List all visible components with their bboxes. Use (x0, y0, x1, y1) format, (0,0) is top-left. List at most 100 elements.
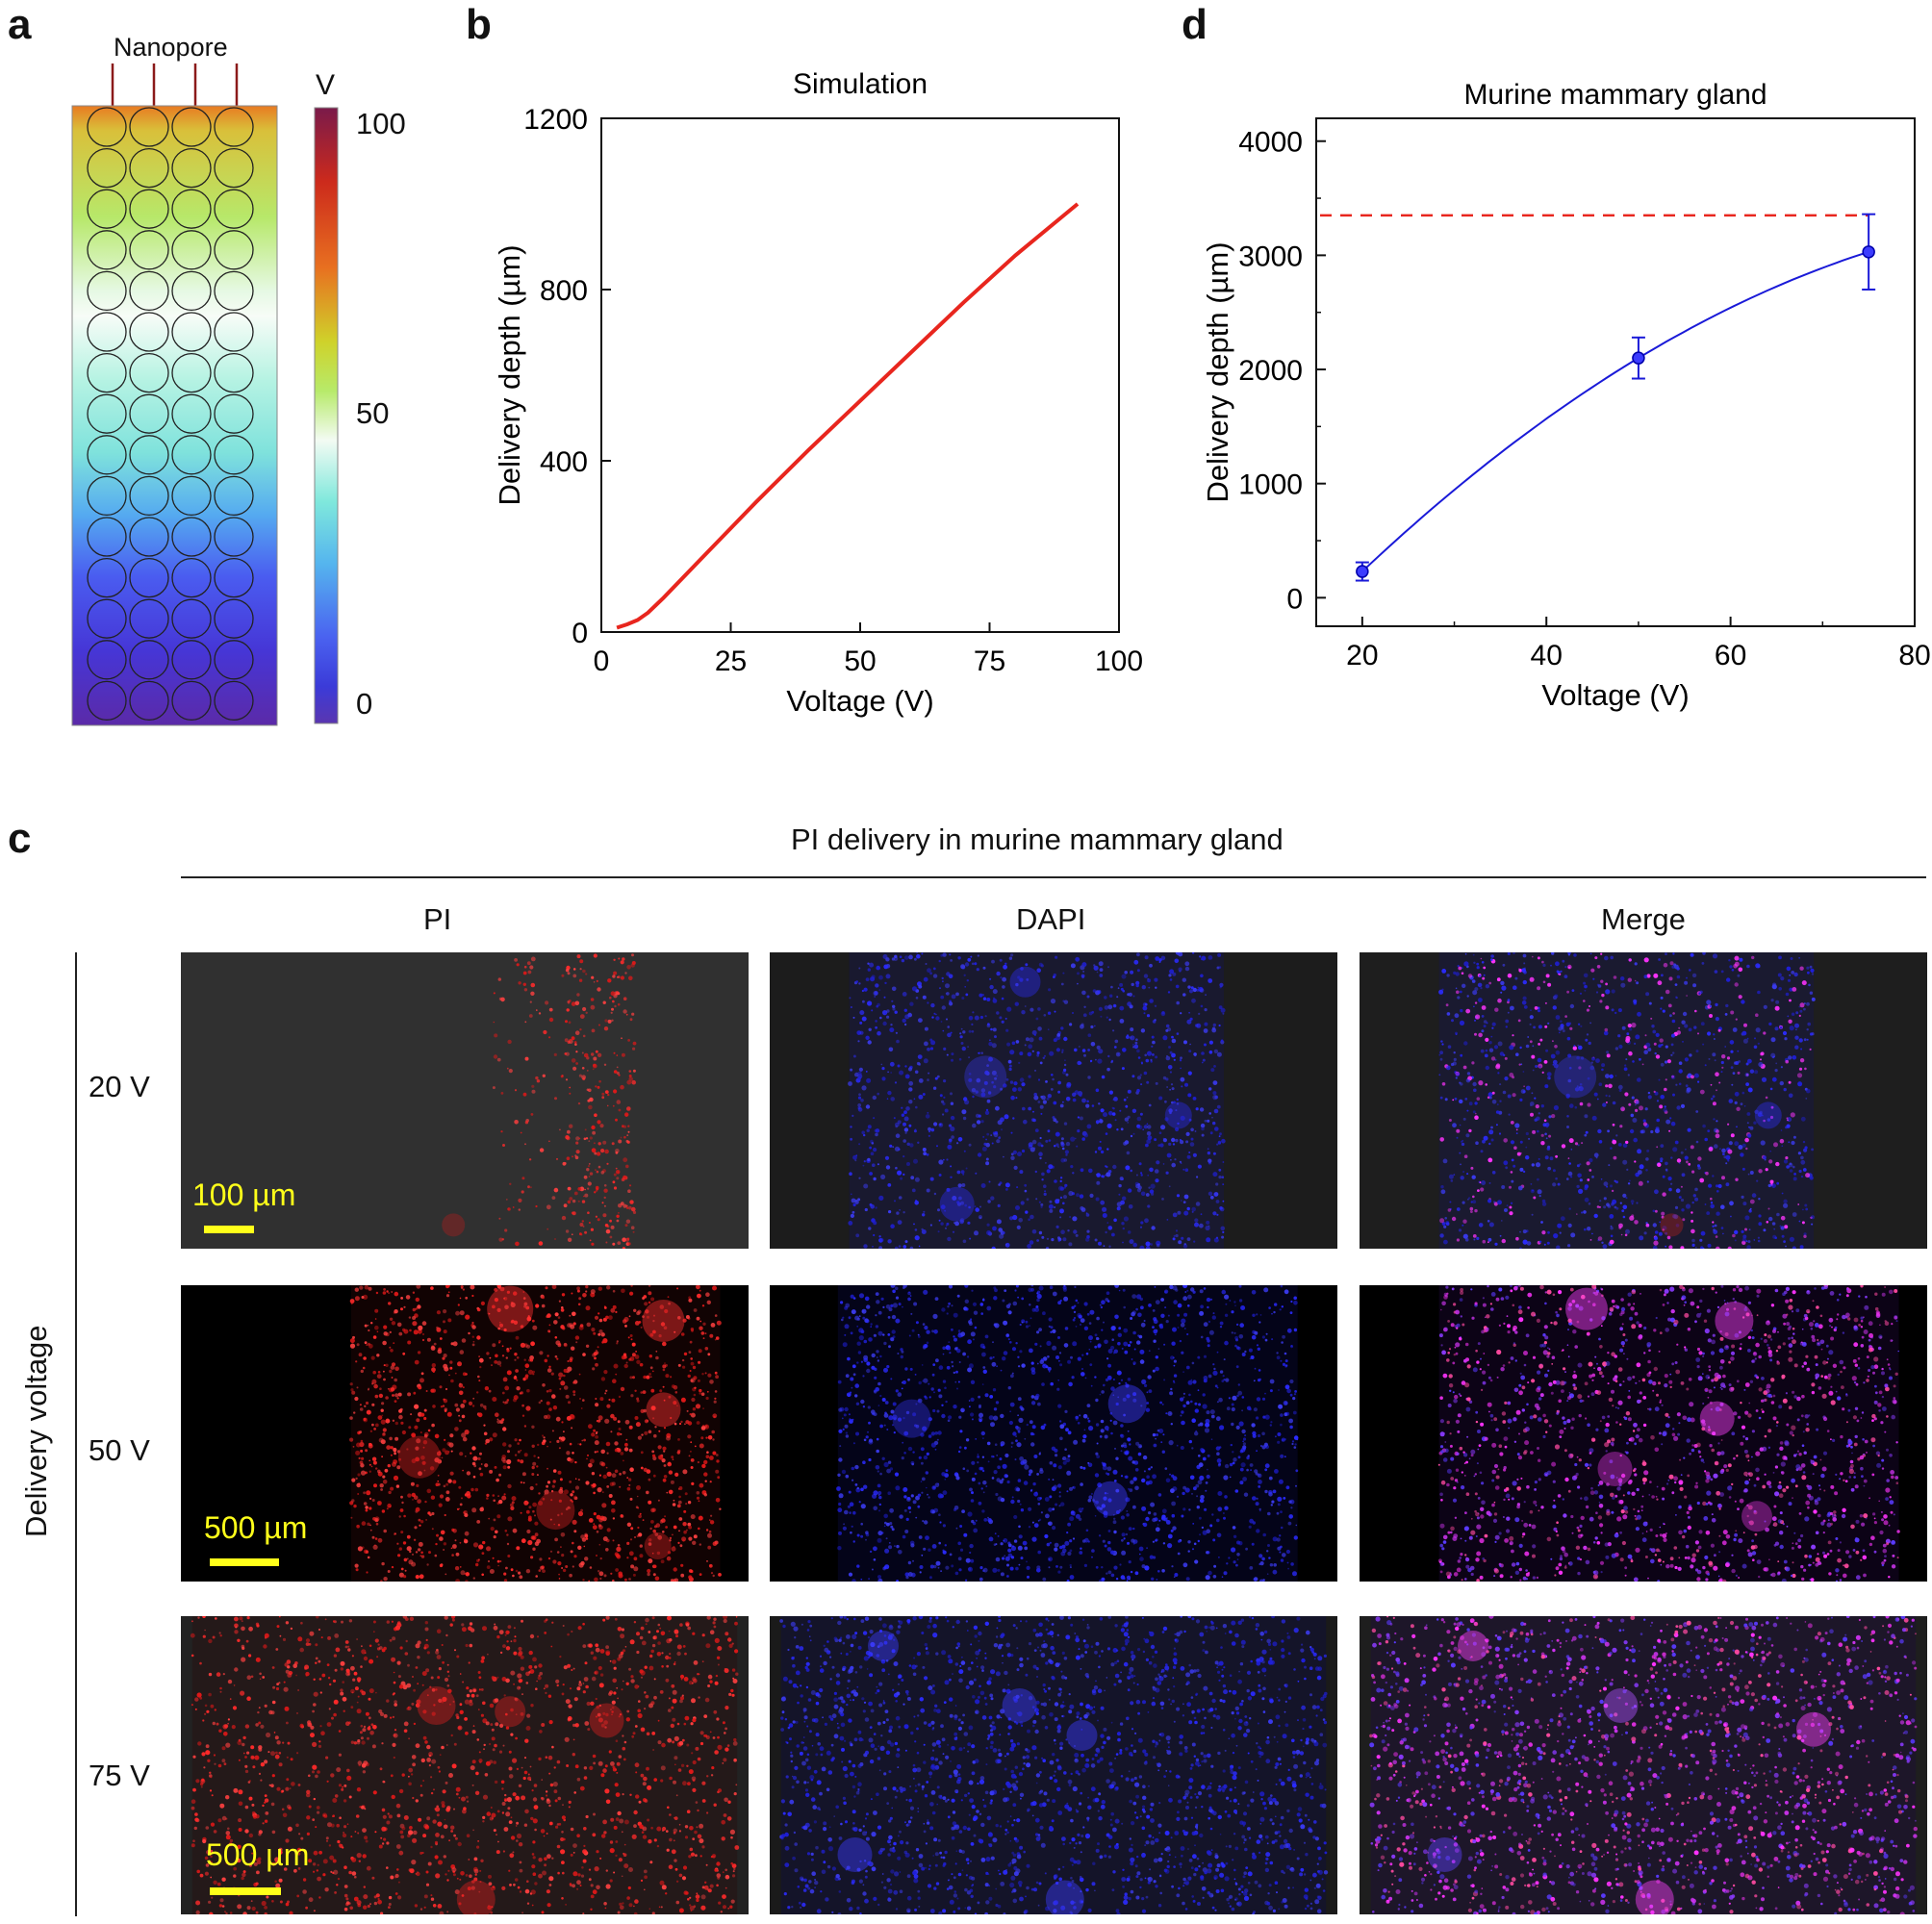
cell-nucleus (575, 1141, 579, 1145)
cell-nucleus (1180, 1056, 1182, 1060)
cell-nucleus (427, 1511, 431, 1515)
nanopore-circle (129, 475, 169, 517)
cell-nucleus (360, 1369, 364, 1374)
cell-nucleus (1625, 1197, 1628, 1200)
cell-nucleus (985, 1157, 989, 1161)
cell-nucleus (1466, 995, 1469, 998)
cell-nucleus (1048, 988, 1052, 992)
cell-nucleus (624, 972, 627, 975)
cell-nucleus (579, 1028, 582, 1031)
cell-nucleus (1189, 1043, 1191, 1046)
cell-nucleus (566, 1451, 571, 1456)
cell-nucleus (887, 1090, 892, 1096)
cell-nucleus (630, 1527, 634, 1531)
cell-nucleus (708, 1563, 713, 1568)
cell-nucleus (1177, 1210, 1182, 1215)
cell-nucleus (857, 1071, 862, 1076)
cell-nucleus (1798, 1005, 1801, 1008)
cell-nucleus (634, 1321, 640, 1326)
nanopore-circle (171, 680, 212, 722)
cell-nucleus (907, 1067, 913, 1072)
cell-nucleus (971, 962, 975, 966)
cell-nucleus (1204, 1008, 1208, 1012)
cell-nucleus (1631, 1023, 1637, 1028)
cell-nucleus (1758, 1061, 1764, 1068)
cell-nucleus (964, 1203, 967, 1207)
cell-nucleus (677, 1438, 680, 1441)
cell-nucleus (1212, 1121, 1216, 1126)
cell-nucleus (1691, 1243, 1695, 1247)
cell-nucleus (1179, 970, 1182, 973)
cell-nucleus (554, 1097, 557, 1101)
cell-nucleus (878, 1195, 884, 1201)
cell-nucleus (704, 1425, 708, 1428)
cell-nucleus (601, 1096, 605, 1100)
cell-nucleus (586, 1070, 589, 1072)
nanopore-circle (214, 517, 254, 557)
cell-nucleus (981, 994, 985, 997)
cell-nucleus (962, 1239, 967, 1244)
cell-nucleus (1643, 1050, 1648, 1054)
cell-nucleus (639, 1554, 644, 1558)
cell-nucleus (584, 1230, 588, 1234)
cell-nucleus (993, 1085, 997, 1089)
cell-nucleus (1021, 1082, 1026, 1087)
cell-nucleus (613, 971, 618, 975)
cell-nucleus (1117, 1396, 1120, 1399)
cell-nucleus (408, 1426, 412, 1430)
cell-nucleus (493, 1054, 498, 1059)
cell-nucleus (1192, 952, 1195, 954)
cell-nucleus (490, 1527, 495, 1532)
cell-nucleus (992, 1226, 997, 1231)
cell-nucleus (466, 1471, 471, 1476)
cell-nucleus (867, 1040, 872, 1045)
cell-nucleus (626, 1134, 629, 1136)
cell-nucleus (1455, 1072, 1461, 1077)
cell-nucleus (693, 1393, 697, 1397)
cell-nucleus (1055, 1565, 1058, 1568)
cell-nucleus (359, 1407, 364, 1411)
cell-nucleus (629, 1291, 634, 1296)
cell-nucleus (575, 1062, 578, 1065)
cell-nucleus (625, 1438, 628, 1441)
cell-nucleus (694, 1386, 697, 1389)
cell-nucleus (979, 1205, 981, 1208)
cell-nucleus (672, 1533, 674, 1536)
cell-nucleus (701, 1373, 704, 1376)
cell-nucleus (1645, 1042, 1651, 1048)
cell-nucleus (866, 1361, 871, 1366)
cell-nucleus (539, 1148, 545, 1152)
cell-nucleus (1051, 1074, 1054, 1076)
cell-nucleus (1511, 1158, 1514, 1162)
cell-nucleus (1567, 1157, 1570, 1159)
cell-nucleus (1216, 1143, 1219, 1146)
cell-nucleus (678, 1422, 682, 1426)
cell-nucleus (510, 1568, 514, 1572)
cell-nucleus (1041, 1095, 1046, 1101)
cell-nucleus (1080, 1207, 1086, 1212)
cell-nucleus (1714, 1144, 1718, 1149)
cell-nucleus (1641, 1063, 1644, 1066)
cell-nucleus (1057, 1080, 1061, 1085)
cell-nucleus (557, 1316, 561, 1319)
cell-nucleus (465, 1314, 470, 1320)
cell-nucleus (1803, 1002, 1806, 1005)
cell-nucleus (903, 1023, 907, 1026)
cell-nucleus (1487, 1157, 1493, 1163)
cell-nucleus (992, 1027, 997, 1032)
cell-nucleus (530, 956, 536, 962)
cell-nucleus (663, 1450, 666, 1453)
cell-nucleus (626, 1522, 632, 1527)
cell-nucleus (588, 1462, 593, 1468)
cell-nucleus (975, 1207, 979, 1212)
cell-nucleus (598, 1079, 601, 1083)
cell-nucleus (1122, 1196, 1127, 1201)
cell-nucleus (1057, 1380, 1059, 1381)
cell-nucleus (626, 965, 631, 970)
cell-nucleus (1031, 1228, 1037, 1234)
cell-nucleus (1725, 1182, 1730, 1187)
cell-nucleus (589, 1566, 593, 1569)
cell-nucleus (593, 1352, 597, 1356)
cell-nucleus (565, 1229, 570, 1233)
cell-nucleus (1456, 990, 1460, 995)
